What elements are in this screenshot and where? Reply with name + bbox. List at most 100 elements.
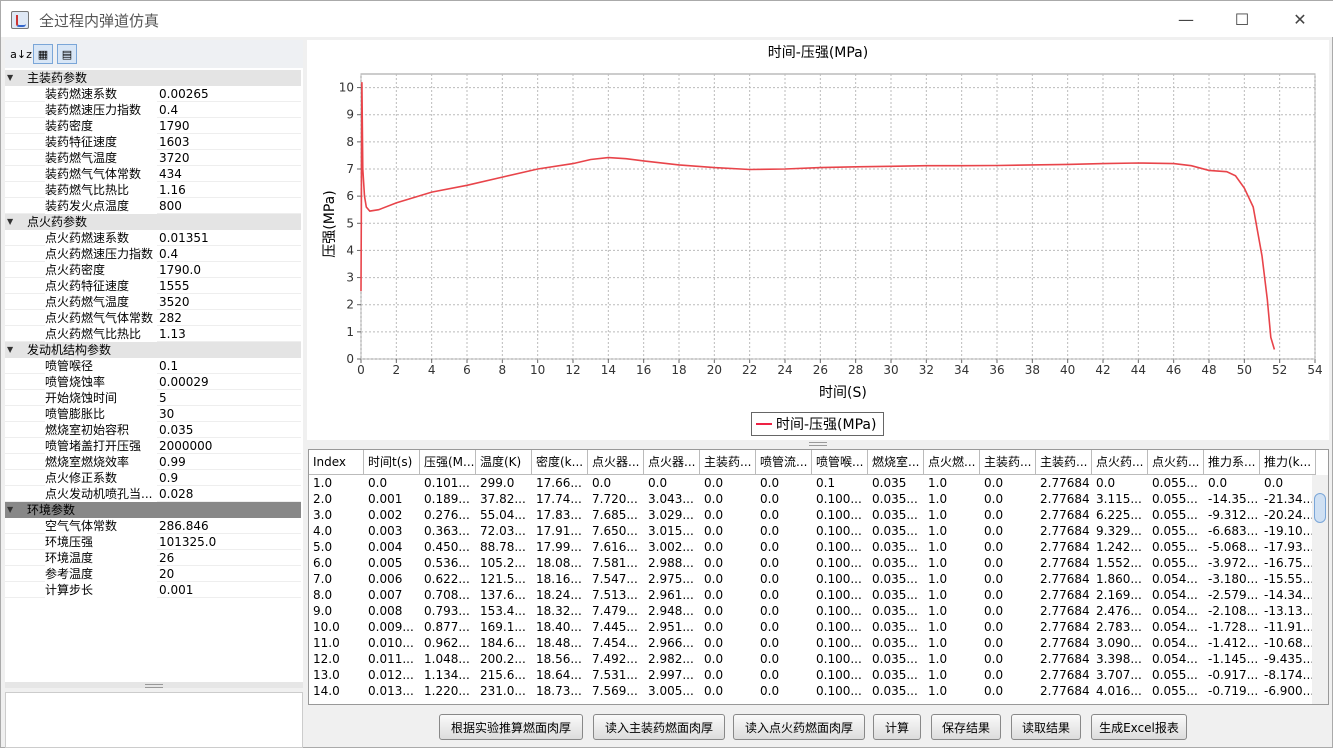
- minimize-button[interactable]: —: [1178, 9, 1194, 29]
- column-header[interactable]: 喷管流...: [756, 450, 812, 475]
- column-header[interactable]: 温度(K): [476, 450, 532, 475]
- chart-table-splitter[interactable]: [307, 440, 1329, 448]
- property-value[interactable]: 0.99: [159, 455, 186, 469]
- property-row[interactable]: 点火药燃速系数 0.01351: [5, 230, 301, 246]
- estimate-web-thickness-button[interactable]: 根据实验推算燃面肉厚: [439, 714, 583, 740]
- property-row[interactable]: 装药燃速系数 0.00265: [5, 86, 301, 102]
- column-header[interactable]: 燃烧室...: [868, 450, 924, 475]
- table-row[interactable]: 11.0 0.010... 0.962... 184.6... 18.48... 7.45…: [309, 635, 1316, 651]
- load-igniter-web-button[interactable]: 读入点火药燃面肉厚: [733, 714, 865, 740]
- property-row[interactable]: 装药发火点温度 800: [5, 198, 301, 214]
- property-value[interactable]: 0.9: [159, 471, 179, 485]
- property-row[interactable]: 参考温度 20: [5, 566, 301, 582]
- table-row[interactable]: 7.0 0.006 0.622... 121.5... 18.16... 7.547...…: [309, 571, 1316, 587]
- property-value[interactable]: 20: [159, 567, 175, 581]
- save-results-button[interactable]: 保存结果: [931, 714, 1001, 740]
- property-value[interactable]: 101325.0: [159, 535, 217, 549]
- column-header[interactable]: 点火药...: [1092, 450, 1148, 475]
- column-header[interactable]: 时间t(s): [364, 450, 420, 475]
- expand-arrow-icon[interactable]: ▼: [7, 217, 14, 226]
- property-row[interactable]: 开始烧蚀时间 5: [5, 390, 301, 406]
- property-row[interactable]: 点火药密度 1790.0: [5, 262, 301, 278]
- property-row[interactable]: 装药燃速压力指数 0.4: [5, 102, 301, 118]
- expand-arrow-icon[interactable]: ▼: [7, 345, 14, 354]
- column-header[interactable]: 点火器...: [588, 450, 644, 475]
- property-value[interactable]: 0.1: [159, 359, 179, 373]
- table-row[interactable]: 3.0 0.002 0.276... 55.04... 17.83... 7.685...…: [309, 507, 1316, 523]
- property-value[interactable]: 3520: [159, 295, 190, 309]
- table-vertical-scrollbar[interactable]: [1312, 475, 1328, 704]
- property-row[interactable]: 燃烧室燃烧效率 0.99: [5, 454, 301, 470]
- property-row[interactable]: 装药燃气温度 3720: [5, 150, 301, 166]
- property-value[interactable]: 0.00029: [159, 375, 209, 389]
- property-row[interactable]: 装药特征速度 1603: [5, 134, 301, 150]
- generate-excel-button[interactable]: 生成Excel报表: [1091, 714, 1187, 740]
- column-header[interactable]: Index: [309, 450, 364, 475]
- close-button[interactable]: ✕: [1293, 9, 1307, 29]
- property-row[interactable]: 装药燃气比热比 1.16: [5, 182, 301, 198]
- column-header[interactable]: 点火药...: [1148, 450, 1204, 475]
- tree-category[interactable]: ▼ 主装药参数: [5, 70, 301, 86]
- table-row[interactable]: 9.0 0.008 0.793... 153.4... 18.32... 7.479...…: [309, 603, 1316, 619]
- property-row[interactable]: 点火药特征速度 1555: [5, 278, 301, 294]
- description-toggle-icon[interactable]: ▤: [57, 44, 77, 64]
- property-row[interactable]: 点火药燃速压力指数 0.4: [5, 246, 301, 262]
- property-value[interactable]: 1603: [159, 135, 190, 149]
- property-row[interactable]: 环境压强 101325.0: [5, 534, 301, 550]
- tree-category[interactable]: ▼ 发动机结构参数: [5, 342, 301, 358]
- property-value[interactable]: 26: [159, 551, 175, 565]
- property-value[interactable]: 1790: [159, 119, 190, 133]
- property-value[interactable]: 0.4: [159, 247, 179, 261]
- property-value[interactable]: 0.4: [159, 103, 179, 117]
- expand-arrow-icon[interactable]: ▼: [7, 73, 14, 82]
- table-row[interactable]: 6.0 0.005 0.536... 105.2... 18.08... 7.581...…: [309, 555, 1316, 571]
- property-row[interactable]: 环境温度 26: [5, 550, 301, 566]
- column-header[interactable]: 主装药...: [1036, 450, 1092, 475]
- property-value[interactable]: 800: [159, 199, 182, 213]
- table-row[interactable]: 5.0 0.004 0.450... 88.78... 17.99... 7.616...…: [309, 539, 1316, 555]
- table-row[interactable]: 14.0 0.013... 1.220... 231.0... 18.73... 7.56…: [309, 683, 1316, 699]
- property-value[interactable]: 0.035: [159, 423, 194, 437]
- column-header[interactable]: 喷管喉...: [812, 450, 868, 475]
- tree-category[interactable]: ▼ 环境参数: [5, 502, 301, 518]
- property-row[interactable]: 装药燃气气体常数 434: [5, 166, 301, 182]
- results-table[interactable]: Index 时间t(s) 压强(M... 温度(K) 密度(k... 点火器... 点火器.…: [308, 449, 1329, 705]
- table-row[interactable]: 10.0 0.009... 0.877... 169.1... 18.40... 7.44…: [309, 619, 1316, 635]
- property-row[interactable]: 点火药燃气气体常数 282: [5, 310, 301, 326]
- property-row[interactable]: 点火修正系数 0.9: [5, 470, 301, 486]
- property-row[interactable]: 喷管膨胀比 30: [5, 406, 301, 422]
- column-header[interactable]: 点火燃...: [924, 450, 980, 475]
- expand-arrow-icon[interactable]: ▼: [7, 505, 14, 514]
- property-value[interactable]: 282: [159, 311, 182, 325]
- property-value[interactable]: 30: [159, 407, 175, 421]
- maximize-button[interactable]: ☐: [1234, 9, 1250, 29]
- property-row[interactable]: 喷管喉径 0.1: [5, 358, 301, 374]
- property-value[interactable]: 286.846: [159, 519, 209, 533]
- column-header[interactable]: 点火器...: [644, 450, 700, 475]
- tree-category[interactable]: ▼ 点火药参数: [5, 214, 301, 230]
- table-row[interactable]: 12.0 0.011... 1.048... 200.2... 18.56... 7.49…: [309, 651, 1316, 667]
- property-value[interactable]: 3720: [159, 151, 190, 165]
- table-row[interactable]: 4.0 0.003 0.363... 72.03... 17.91... 7.650...…: [309, 523, 1316, 539]
- property-value[interactable]: 5: [159, 391, 167, 405]
- table-row[interactable]: 8.0 0.007 0.708... 137.6... 18.24... 7.513...…: [309, 587, 1316, 603]
- property-value[interactable]: 2000000: [159, 439, 213, 453]
- property-row[interactable]: 点火发动机喷孔当... 0.028: [5, 486, 301, 502]
- property-value[interactable]: 0.028: [159, 487, 194, 501]
- property-row[interactable]: 点火药燃气比热比 1.13: [5, 326, 301, 342]
- categorized-view-icon[interactable]: ▦: [33, 44, 53, 64]
- property-value[interactable]: 0.00265: [159, 87, 209, 101]
- table-row[interactable]: 2.0 0.001 0.189... 37.82... 17.74... 7.720...…: [309, 491, 1316, 507]
- property-value[interactable]: 1.16: [159, 183, 186, 197]
- property-row[interactable]: 燃烧室初始容积 0.035: [5, 422, 301, 438]
- column-header[interactable]: 密度(k...: [532, 450, 588, 475]
- load-results-button[interactable]: 读取结果: [1011, 714, 1081, 740]
- scrollbar-thumb[interactable]: [1314, 493, 1326, 523]
- sort-alphabetical-icon[interactable]: a↓z: [10, 47, 32, 61]
- property-row[interactable]: 喷管烧蚀率 0.00029: [5, 374, 301, 390]
- table-row[interactable]: 13.0 0.012... 1.134... 215.6... 18.64... 7.53…: [309, 667, 1316, 683]
- property-value[interactable]: 1555: [159, 279, 190, 293]
- column-header[interactable]: 主装药...: [700, 450, 756, 475]
- property-tree[interactable]: ▼ 主装药参数 装药燃速系数 0.00265 装药燃速压力指数 0.4 装药密度 1790 装药…: [5, 68, 303, 682]
- column-header[interactable]: 推力(k...: [1260, 450, 1316, 475]
